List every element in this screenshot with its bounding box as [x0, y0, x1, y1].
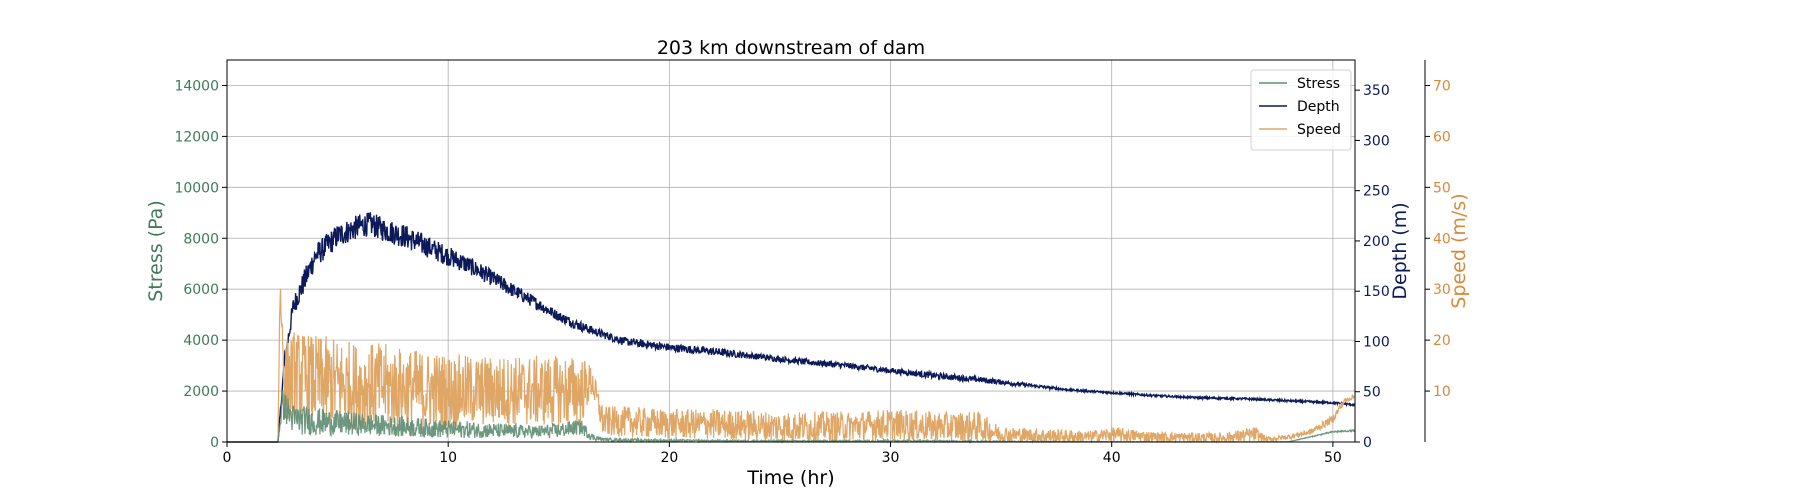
speed-tick-label: 40 — [1433, 231, 1451, 247]
depth-tick-label: 100 — [1363, 334, 1390, 350]
legend-box — [1250, 69, 1352, 151]
depth-tick-label: 350 — [1363, 83, 1390, 99]
depth-tick-label: 200 — [1363, 234, 1390, 250]
speed-tick-label: 30 — [1433, 282, 1451, 298]
depth-tick-label: 300 — [1363, 133, 1390, 149]
depth-axis-title: Depth (m) — [1389, 202, 1411, 299]
x-tick-label: 30 — [882, 450, 900, 466]
speed-tick-label: 50 — [1433, 180, 1451, 196]
depth-tick-label: 0 — [1363, 435, 1372, 451]
stress-tick-label: 8000 — [183, 231, 219, 247]
x-axis-title: Time (hr) — [746, 467, 834, 489]
stress-tick-label: 6000 — [183, 282, 219, 298]
depth-tick-label: 250 — [1363, 184, 1390, 200]
speed-axis-title: Speed (m/s) — [1448, 193, 1470, 308]
series-layer — [227, 212, 1356, 445]
series-line-speed — [227, 288, 1355, 445]
stress-tick-label: 0 — [210, 435, 219, 451]
x-tick-label: 0 — [223, 450, 232, 466]
x-tick-label: 20 — [660, 450, 678, 466]
stress-tick-label: 14000 — [174, 78, 219, 94]
legend-label-stress: Stress — [1297, 76, 1340, 92]
speed-tick-label: 10 — [1433, 384, 1451, 400]
depth-tick-label: 50 — [1363, 385, 1381, 401]
plot-frame — [226, 59, 1356, 443]
stress-tick-label: 4000 — [183, 333, 219, 349]
series-line-depth — [227, 212, 1356, 443]
speed-tick-label: 70 — [1433, 78, 1451, 94]
stress-tick-label: 2000 — [183, 384, 219, 400]
legend-label-depth: Depth — [1297, 99, 1340, 115]
stress-tick-label: 10000 — [174, 180, 219, 196]
depth-tick-label: 150 — [1363, 284, 1390, 300]
axes-layer: 0 10 20 30 40 5002000400060008000100001200014… — [145, 60, 1470, 466]
x-tick-label: 40 — [1103, 450, 1121, 466]
stress-axis-title: Stress (Pa) — [145, 200, 167, 302]
legend: Stress Depth Speed — [1250, 69, 1352, 151]
speed-tick-label: 60 — [1433, 129, 1451, 145]
x-tick-label: 10 — [439, 450, 457, 466]
speed-tick-label: 20 — [1433, 333, 1451, 349]
chart-title: 203 km downstream of dam — [657, 37, 925, 59]
stress-tick-label: 12000 — [174, 129, 219, 145]
x-tick-label: 50 — [1324, 450, 1342, 466]
legend-label-speed: Speed — [1297, 122, 1341, 138]
